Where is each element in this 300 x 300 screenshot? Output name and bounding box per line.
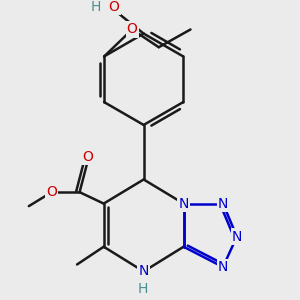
Text: O: O xyxy=(109,0,119,14)
Text: O: O xyxy=(82,150,93,164)
Text: O: O xyxy=(127,22,138,37)
Text: N: N xyxy=(139,265,149,278)
Text: H: H xyxy=(91,0,101,14)
Text: H: H xyxy=(137,282,148,296)
Text: N: N xyxy=(232,230,242,244)
Text: N: N xyxy=(218,196,228,211)
Text: N: N xyxy=(178,196,189,211)
Text: O: O xyxy=(46,185,57,199)
Text: N: N xyxy=(218,260,228,274)
